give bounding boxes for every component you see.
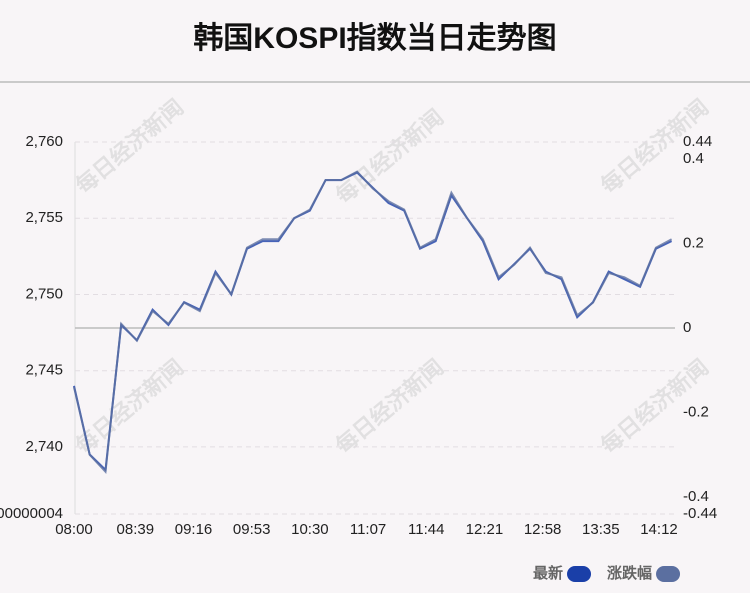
x-tick-label: 08:39 [117, 521, 155, 538]
y-tick-label: 2,750 [25, 285, 63, 302]
y-tick-label: 2,745 [25, 362, 63, 379]
legend-label: 最新 [533, 564, 563, 582]
y-tick-label: 2,755 [25, 209, 63, 226]
y2-tick-label: 0.4 [683, 150, 704, 167]
legend-label: 涨跌幅 [607, 564, 652, 582]
y2-tick-label: 0.44 [683, 133, 712, 150]
legend-swatch [567, 566, 592, 582]
y2-tick-label: 0.2 [683, 234, 704, 251]
y-tick-label: 2,740 [25, 438, 63, 455]
y2-tick-label: -0.4 [683, 488, 709, 505]
x-tick-label: 14:12 [640, 521, 678, 538]
y2-tick-label: -0.44 [683, 505, 717, 522]
x-tick-label: 08:00 [55, 521, 93, 538]
x-tick-label: 11:07 [350, 521, 386, 538]
y-tick-label: 2,760 [25, 133, 63, 150]
y2-tick-label: 0 [683, 319, 691, 336]
x-tick-label: 11:44 [408, 521, 444, 538]
line-series [73, 170, 673, 474]
chart-title: 韩国KOSPI指数当日走势图 [193, 22, 556, 55]
x-tick-label: 10:30 [291, 521, 329, 538]
x-tick-label: 13:35 [582, 521, 620, 538]
x-tick-label: 12:58 [524, 521, 562, 538]
x-tick-label: 09:16 [175, 521, 213, 538]
y-tick-label: 2,735.6000000000004 [0, 505, 63, 522]
y2-tick-label: -0.2 [683, 404, 709, 421]
x-tick-label: 12:21 [466, 521, 504, 538]
x-tick-label: 09:53 [233, 521, 271, 538]
legend-swatch [656, 566, 681, 582]
